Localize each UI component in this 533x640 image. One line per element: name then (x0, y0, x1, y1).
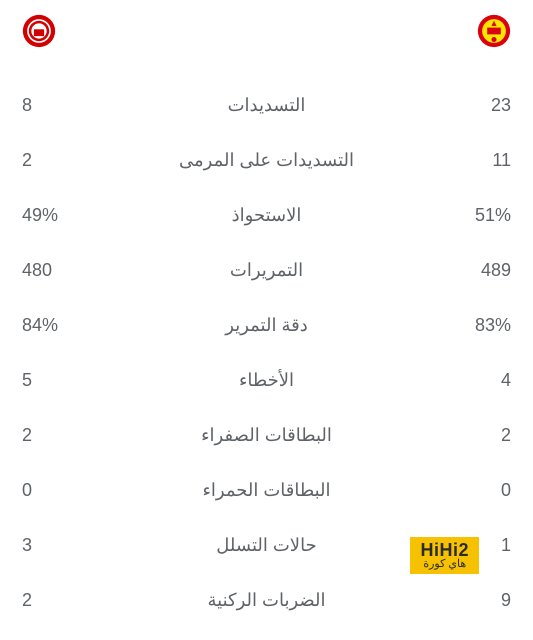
stat-value-right: 489 (431, 260, 511, 281)
stat-value-left: 5 (22, 370, 102, 391)
stat-value-right: 4 (431, 370, 511, 391)
stat-label: التسديدات على المرمى (102, 150, 431, 171)
table-row: 84% دقة التمرير 83% (22, 298, 511, 353)
table-row: 8 التسديدات 23 (22, 78, 511, 133)
stat-value-left: 49% (22, 205, 102, 226)
table-row: 2 البطاقات الصفراء 2 (22, 408, 511, 463)
stat-value-left: 2 (22, 590, 102, 611)
stat-value-right: 11 (431, 150, 511, 171)
stat-value-left: 8 (22, 95, 102, 116)
table-row: 0 البطاقات الحمراء 0 (22, 463, 511, 518)
stat-value-left: 2 (22, 425, 102, 446)
stat-value-right: 2 (431, 425, 511, 446)
stat-label: حالات التسلل (102, 535, 431, 556)
table-row: 2 الضربات الركنية 9 (22, 573, 511, 628)
stat-value-left: 84% (22, 315, 102, 336)
stat-label: دقة التمرير (102, 315, 431, 336)
stat-label: التسديدات (102, 95, 431, 116)
stat-value-right: 1 (431, 535, 511, 556)
team-crest-right (477, 14, 511, 48)
stat-label: التمريرات (102, 260, 431, 281)
stat-value-right: 51% (431, 205, 511, 226)
stat-value-left: 2 (22, 150, 102, 171)
stat-value-left: 3 (22, 535, 102, 556)
stat-label: البطاقات الصفراء (102, 425, 431, 446)
table-row: 3 حالات التسلل 1 (22, 518, 511, 573)
stat-value-left: 0 (22, 480, 102, 501)
table-row: 2 التسديدات على المرمى 11 (22, 133, 511, 188)
stat-label: الأخطاء (102, 370, 431, 391)
stat-value-left: 480 (22, 260, 102, 281)
table-row: 5 الأخطاء 4 (22, 353, 511, 408)
team-crest-left (22, 14, 56, 48)
stat-value-right: 23 (431, 95, 511, 116)
table-row: 480 التمريرات 489 (22, 243, 511, 298)
stat-value-right: 83% (431, 315, 511, 336)
stat-label: البطاقات الحمراء (102, 480, 431, 501)
table-row: 49% الاستحواذ 51% (22, 188, 511, 243)
match-stats-table: 8 التسديدات 23 2 التسديدات على المرمى 11… (22, 78, 511, 628)
stat-value-right: 9 (431, 590, 511, 611)
teams-header (22, 14, 511, 48)
stat-value-right: 0 (431, 480, 511, 501)
stat-label: الضربات الركنية (102, 590, 431, 611)
stat-label: الاستحواذ (102, 205, 431, 226)
